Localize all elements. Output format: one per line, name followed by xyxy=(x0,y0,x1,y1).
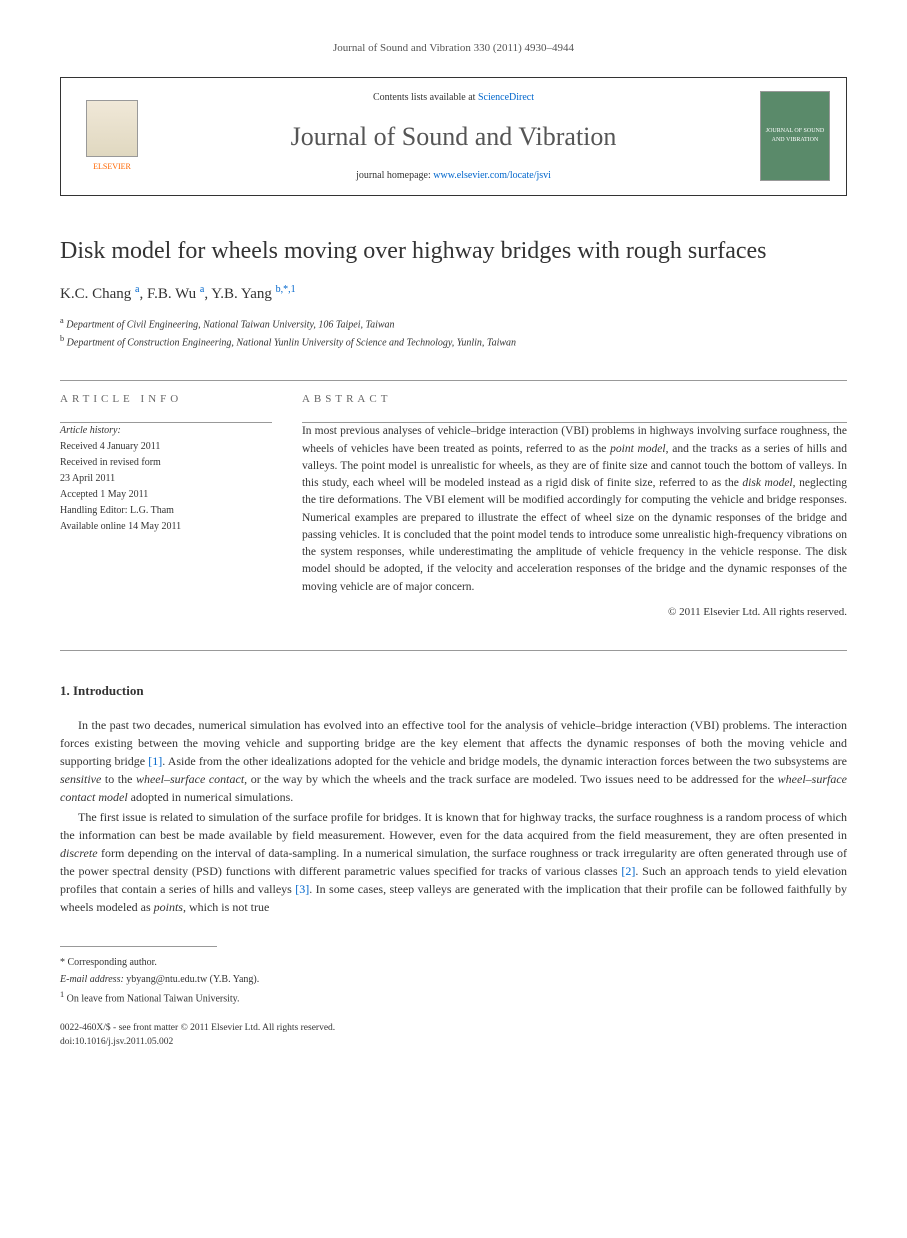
banner-center: Contents lists available at ScienceDirec… xyxy=(167,90,740,183)
affiliation-b: b Department of Construction Engineering… xyxy=(60,333,847,350)
history-revised-1: Received in revised form xyxy=(60,455,272,470)
footer-doi: doi:10.1016/j.jsv.2011.05.002 xyxy=(60,1035,847,1049)
history-revised-2: 23 April 2011 xyxy=(60,471,272,486)
footnote-separator xyxy=(60,946,217,947)
homepage-line: journal homepage: www.elsevier.com/locat… xyxy=(167,168,740,183)
email-label: E-mail address: xyxy=(60,974,124,985)
affil-link-a1[interactable]: a xyxy=(135,284,139,295)
section-1-heading: 1. Introduction xyxy=(60,681,847,701)
contents-prefix: Contents lists available at xyxy=(373,92,478,103)
abstract-heading: ABSTRACT xyxy=(302,391,847,408)
affil-link-a2[interactable]: a xyxy=(200,284,204,295)
affiliation-a: a Department of Civil Engineering, Natio… xyxy=(60,315,847,332)
journal-banner: ELSEVIER Contents lists available at Sci… xyxy=(60,77,847,196)
footer-issn: 0022-460X/$ - see front matter © 2011 El… xyxy=(60,1021,847,1035)
footnote-1: 1 On leave from National Taiwan Universi… xyxy=(60,989,847,1006)
affil-b-text: Department of Construction Engineering, … xyxy=(67,337,516,348)
ref-link-3[interactable]: [3] xyxy=(295,882,309,896)
homepage-link[interactable]: www.elsevier.com/locate/jsvi xyxy=(433,170,551,181)
divider-top xyxy=(60,380,847,381)
author-2: F.B. Wu xyxy=(147,286,196,302)
ref-link-1[interactable]: [1] xyxy=(148,754,162,768)
intro-para-2: The first issue is related to simulation… xyxy=(60,808,847,916)
abstract-col: ABSTRACT In most previous analyses of ve… xyxy=(302,391,847,621)
affil-a-text: Department of Civil Engineering, Nationa… xyxy=(66,320,394,331)
footnote-1-text: On leave from National Taiwan University… xyxy=(67,993,240,1004)
divider-bottom xyxy=(60,650,847,651)
affil-link-1[interactable]: 1 xyxy=(291,284,296,295)
abstract-text: In most previous analyses of vehicle–bri… xyxy=(302,423,847,596)
journal-cover-thumb: JOURNAL OF SOUND AND VIBRATION xyxy=(760,91,830,181)
email-value: ybyang@ntu.edu.tw (Y.B. Yang). xyxy=(126,974,259,985)
cover-text: JOURNAL OF SOUND AND VIBRATION xyxy=(765,127,825,145)
header-citation: Journal of Sound and Vibration 330 (2011… xyxy=(60,40,847,57)
history-accepted: Accepted 1 May 2011 xyxy=(60,487,272,502)
homepage-prefix: journal homepage: xyxy=(356,170,433,181)
article-title: Disk model for wheels moving over highwa… xyxy=(60,236,847,267)
affiliations: a Department of Civil Engineering, Natio… xyxy=(60,315,847,350)
history-label: Article history: xyxy=(60,423,272,438)
publisher-name: ELSEVIER xyxy=(93,161,131,173)
history-received: Received 4 January 2011 xyxy=(60,439,272,454)
author-3: Y.B. Yang xyxy=(211,286,272,302)
footnote-email: E-mail address: ybyang@ntu.edu.tw (Y.B. … xyxy=(60,972,847,987)
intro-para-1: In the past two decades, numerical simul… xyxy=(60,716,847,806)
footnote-corr: * Corresponding author. xyxy=(60,955,847,970)
ref-link-2[interactable]: [2] xyxy=(621,864,635,878)
affil-link-b[interactable]: b, xyxy=(276,284,284,295)
author-list: K.C. Chang a, F.B. Wu a, Y.B. Yang b,*,1 xyxy=(60,282,847,306)
author-1: K.C. Chang xyxy=(60,286,131,302)
journal-name: Journal of Sound and Vibration xyxy=(167,117,740,156)
history-online: Available online 14 May 2011 xyxy=(60,519,272,534)
info-abstract-row: ARTICLE INFO Article history: Received 4… xyxy=(60,391,847,621)
sciencedirect-link[interactable]: ScienceDirect xyxy=(478,92,534,103)
elsevier-tree-icon xyxy=(86,100,138,157)
elsevier-logo: ELSEVIER xyxy=(77,96,147,176)
history-editor: Handling Editor: L.G. Tham xyxy=(60,503,272,518)
article-info-heading: ARTICLE INFO xyxy=(60,391,272,408)
footer-meta: 0022-460X/$ - see front matter © 2011 El… xyxy=(60,1021,847,1050)
contents-line: Contents lists available at ScienceDirec… xyxy=(167,90,740,105)
article-info-col: ARTICLE INFO Article history: Received 4… xyxy=(60,391,272,621)
abstract-copyright: © 2011 Elsevier Ltd. All rights reserved… xyxy=(302,604,847,621)
